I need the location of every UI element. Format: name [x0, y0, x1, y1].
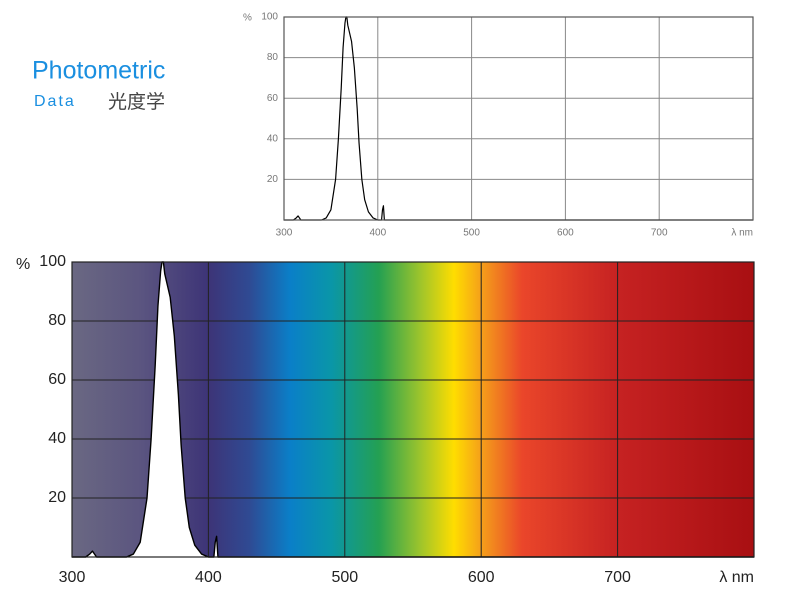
x-tick-label: 700: [651, 228, 668, 239]
x-tick-label: 400: [369, 228, 386, 239]
x-tick-label: 500: [331, 569, 358, 586]
y-tick-label: 100: [261, 12, 278, 23]
x-axis-label: λ nm: [731, 228, 753, 239]
line: [284, 16, 753, 221]
plot-frame: [71, 261, 755, 558]
y-axis-label: %: [243, 13, 252, 24]
x-tick-label: 600: [557, 228, 574, 239]
y-tick-label: 80: [48, 312, 66, 329]
x-tick-label: 500: [463, 228, 480, 239]
brand-subtitle: Data: [34, 93, 76, 110]
y-tick-label: 40: [267, 133, 279, 144]
y-tick-label: 100: [39, 253, 66, 270]
y-axis-label: %: [16, 256, 30, 273]
y-tick-label: 40: [48, 430, 66, 447]
y-tick-label: 80: [267, 52, 279, 63]
x-tick-label: 300: [276, 228, 293, 239]
x-tick-label: 300: [59, 569, 86, 586]
x-tick-label: 700: [604, 569, 631, 586]
y-tick-label: 60: [48, 371, 66, 388]
x-tick-label: 600: [468, 569, 495, 586]
y-tick-label: 60: [267, 93, 279, 104]
x-axis-label: λ nm: [719, 569, 754, 586]
y-tick-label: 20: [48, 489, 66, 506]
x-tick-label: 400: [195, 569, 222, 586]
brand-subtitle-local: 光度学: [108, 91, 165, 113]
y-tick-label: 20: [267, 174, 279, 185]
plot-frame: [283, 16, 754, 221]
brand-title: Photometric: [32, 57, 165, 85]
